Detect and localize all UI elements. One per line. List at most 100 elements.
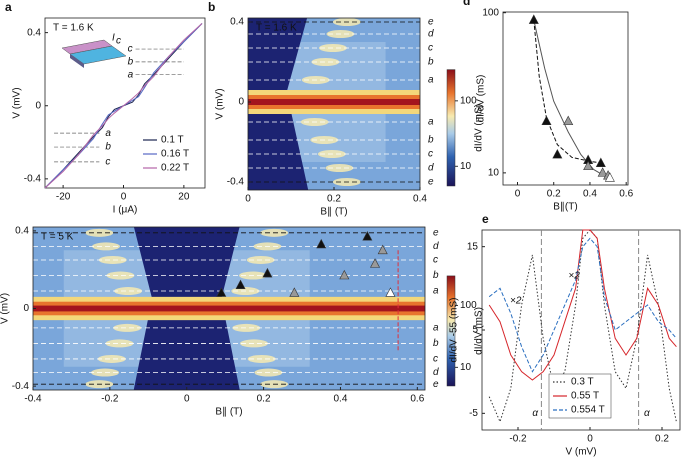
heat-blob (105, 339, 134, 348)
level-label: d (428, 29, 434, 40)
triangle-marker (262, 267, 273, 278)
inset-label: c (116, 36, 121, 47)
level-label: c (105, 157, 110, 168)
level-label: b (433, 338, 439, 349)
heat-blob (97, 354, 126, 363)
x-tick-label: 0.2 (257, 394, 271, 405)
x-axis-label: B∥ (T) (320, 207, 347, 218)
level-label: b (128, 57, 134, 68)
x-tick-label: 0.4 (413, 194, 427, 205)
level-label: c (433, 354, 438, 365)
triangle-marker (377, 244, 388, 255)
x-tick-label: 0 (121, 192, 127, 203)
y-axis-label: dI/dV -55 (mS) (449, 297, 460, 362)
colorbar-tick-label: 100 (460, 95, 477, 106)
level-label: e (428, 177, 434, 188)
level-label: d (433, 367, 439, 378)
plot-frame (502, 11, 629, 186)
inset-label: I (112, 33, 115, 44)
heat-blob (106, 271, 135, 280)
x-axis-label: I (μA) (113, 205, 138, 216)
colorbar (446, 275, 456, 387)
y-axis-label: dI/dV (mS) (476, 75, 487, 123)
level-label: a (433, 286, 439, 297)
level-label: a (128, 69, 134, 80)
series-line (44, 23, 203, 189)
annotation: T = 1.6 K (53, 23, 94, 34)
heat-band (248, 99, 420, 105)
x-tick-label: 0.4 (583, 189, 597, 200)
annotation: α (644, 408, 650, 419)
heat-blob (135, 18, 163, 26)
colorbar-label: dI/dV (mS) (474, 104, 485, 152)
annotation: T = 1.6 K (256, 23, 297, 34)
panel: cedcbaabcde10010dI/dV (mS)-0.4-0.200.20.… (0, 226, 485, 418)
x-axis-label: B∥(T) (553, 202, 577, 213)
annotation: T = 5 K (41, 232, 74, 243)
y-tick-label: 0.4 (230, 17, 244, 28)
y-tick-label: 0 (238, 97, 244, 108)
x-tick-label: 0.6 (410, 394, 424, 405)
y-axis-label: V (mV) (12, 87, 23, 118)
triangle-marker (583, 160, 594, 171)
heat-blob (167, 118, 195, 126)
y-tick-label: 15 (467, 241, 479, 252)
annotation: ×2 (568, 270, 580, 281)
heat-blob (232, 323, 261, 332)
triangle-marker (289, 287, 300, 297)
level-label: b (428, 57, 434, 68)
series-line (488, 229, 677, 381)
level-label: a (428, 75, 434, 86)
level-label: d (428, 163, 434, 174)
triangle-marker (528, 14, 539, 24)
colorbar-tick-label: 10 (460, 362, 472, 373)
triangle-marker (370, 258, 381, 268)
level-label: c (433, 255, 438, 266)
panel-label: d (463, 0, 470, 8)
y-tick-label: 0.4 (27, 27, 41, 38)
y-tick-label: 100 (482, 7, 499, 18)
level-label: c (128, 44, 133, 55)
y-tick-label: 5 (472, 325, 478, 336)
level-label: b (428, 135, 434, 146)
x-tick-label: -0.2 (509, 434, 527, 445)
colorbar-tick-label: 100 (460, 300, 477, 311)
heatmap (33, 227, 425, 390)
y-tick-label: -0.4 (227, 177, 245, 188)
x-tick-label: 0.2 (327, 194, 341, 205)
panel: e -0.2 0 0.2 15 5 -5 V (mV) dI/dV -55 (mS) 0.3 T 0… (449, 212, 681, 458)
x-tick-label: 0 (184, 394, 190, 405)
triangle-marker (385, 287, 396, 297)
panel-label: a (5, 0, 12, 14)
level-label: e (433, 227, 439, 238)
level-label: c (428, 43, 433, 54)
x-tick-label: 0 (515, 189, 521, 200)
x-axis-label: B∥ (T) (215, 407, 242, 418)
y-tick-label: -5 (469, 408, 478, 419)
y-tick-label: -0.4 (12, 381, 30, 392)
level-label: b (105, 142, 111, 153)
level-label: a (105, 128, 111, 139)
x-tick-label: -20 (56, 192, 71, 203)
triangle-marker (316, 238, 327, 249)
colorbar-tick-label: 10 (460, 161, 472, 172)
triangle-marker (597, 167, 608, 177)
x-axis-label: V (mV) (565, 447, 596, 458)
legend-label: 0.22 T (161, 163, 189, 174)
x-tick-label: -0.4 (24, 394, 42, 405)
colorbar (446, 69, 456, 187)
heat-blob (311, 58, 340, 66)
x-tick-label: 0.6 (619, 189, 633, 200)
panel: d 0 0.2 0.4 0.6 100 10 B∥(T) dI/dV (mS) (463, 0, 634, 213)
legend-label: 0.1 T (161, 135, 184, 146)
plot-frame (44, 17, 206, 189)
x-tick-label: 0.4 (333, 394, 347, 405)
device (70, 54, 84, 68)
x-tick-label: 0 (587, 434, 593, 445)
series-line (488, 237, 677, 373)
heatmap (135, 18, 420, 190)
heat-blob (142, 30, 170, 38)
panel-label: b (208, 0, 215, 14)
x-tick-label: -0.2 (101, 394, 119, 405)
